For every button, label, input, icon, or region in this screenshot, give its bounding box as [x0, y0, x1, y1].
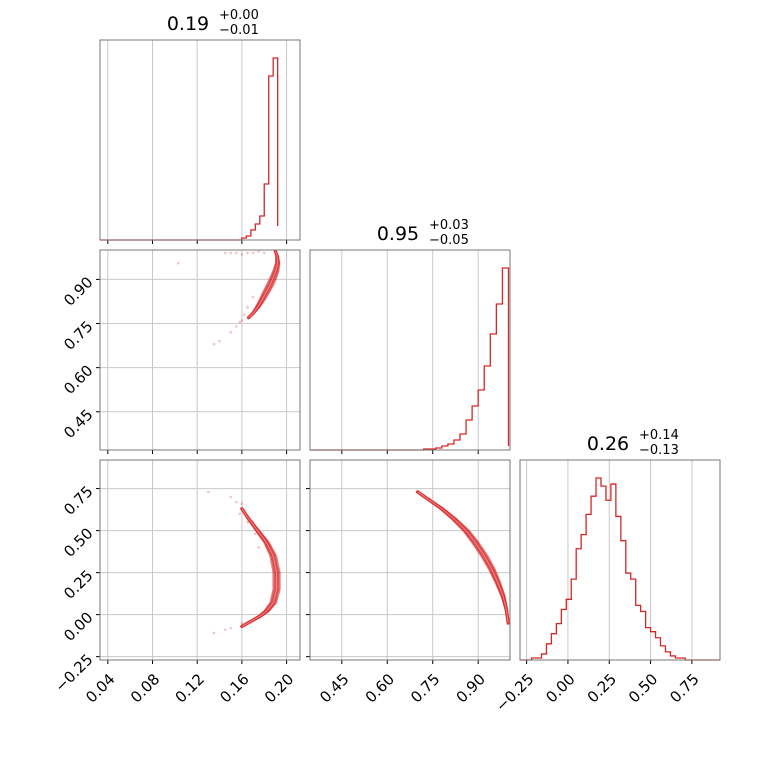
scatter-panel-2-1: 0.45 0.60 0.75 0.90	[306, 459, 511, 706]
title-minus-error: −0.05	[429, 233, 469, 248]
contour-line	[241, 508, 281, 628]
contour-inner-line	[241, 508, 278, 627]
scatter-point	[242, 313, 246, 317]
scatter-point	[246, 306, 249, 309]
scatter-point	[223, 628, 227, 632]
panel-background	[310, 250, 510, 450]
scatter-point	[229, 331, 233, 334]
histogram-step	[310, 267, 510, 451]
scatter-point	[257, 546, 260, 549]
y-tick-label: 0.90	[60, 273, 96, 309]
scatter-point	[229, 251, 233, 255]
scatter-point	[238, 320, 241, 324]
scatter-panel-2-0: −0.250.000.250.500.750.04 0.08 0.12 0.16 0.2…	[51, 459, 301, 706]
x-tick-label: 0.60	[362, 670, 398, 706]
y-tick-label: 0.50	[60, 524, 96, 560]
scatter-point	[262, 251, 266, 255]
scatter-point	[246, 251, 249, 255]
scatter-point	[251, 251, 255, 255]
y-tick-label: 0.60	[60, 361, 96, 397]
hist-panel-0: 0.19 +0.00−0.01	[99, 8, 301, 244]
scatter-point	[235, 500, 238, 504]
scatter-point	[176, 261, 180, 265]
scatter-point	[246, 520, 249, 524]
scatter-point	[240, 319, 244, 322]
scatter-point	[207, 490, 210, 494]
x-tick-label: 0.75	[407, 670, 443, 706]
panel-border	[309, 459, 511, 661]
histogram-step	[100, 57, 279, 241]
scatter-panel-1-0: 0.45 0.60 0.75 0.90	[60, 249, 301, 454]
title-minus-error: −0.01	[219, 23, 259, 38]
x-tick-label: −0.25	[492, 670, 537, 715]
scatter-point	[235, 325, 238, 328]
scatter-point	[212, 342, 216, 346]
panel-border	[99, 459, 301, 661]
scatter-point	[254, 532, 257, 536]
x-tick-label: 0.04	[82, 670, 118, 706]
scatter-point	[223, 251, 227, 255]
scatter-point	[257, 250, 260, 253]
contour-line	[247, 250, 281, 319]
hist-panel-2: −0.25 0.00 0.25 0.50 0.75 0.26 +0.14−0.13	[492, 428, 721, 715]
y-tick-label: 0.25	[60, 566, 96, 602]
x-tick-label: 0.12	[172, 670, 208, 706]
scatter-point	[235, 251, 238, 255]
x-tick-label: 0.45	[316, 670, 352, 706]
panel-background	[520, 460, 720, 660]
x-tick-label: 0.25	[584, 670, 620, 706]
scatter-point	[238, 512, 241, 516]
panel-title: 0.19	[167, 13, 209, 35]
scatter-point	[251, 295, 255, 299]
hist-panel-1: 0.95 +0.03−0.05	[309, 218, 511, 454]
scatter-point	[240, 621, 244, 625]
title-plus-error: +0.03	[429, 218, 469, 233]
panel-border	[519, 459, 721, 661]
panel-title: 0.95	[377, 223, 419, 245]
x-tick-label: 0.08	[127, 670, 163, 706]
panel-border	[99, 39, 301, 241]
scatter-point	[240, 253, 244, 256]
scatter-point	[240, 502, 244, 505]
title-plus-error: +0.00	[219, 8, 259, 23]
contour-line	[416, 491, 509, 624]
x-tick-label: 0.75	[666, 670, 702, 706]
panel-title: 0.26	[587, 433, 629, 455]
scatter-point	[229, 495, 233, 499]
x-tick-label: 0.20	[261, 670, 297, 706]
scatter-point	[218, 339, 221, 343]
scatter-point	[229, 626, 233, 630]
scatter-point	[212, 631, 216, 635]
histogram-step	[520, 477, 720, 661]
contour-inner-line	[417, 491, 509, 624]
y-tick-label: 0.75	[60, 317, 96, 353]
x-tick-label: 0.90	[453, 670, 489, 706]
y-tick-label: 0.45	[60, 406, 96, 442]
y-tick-label: 0.00	[60, 608, 96, 644]
x-tick-label: 0.16	[216, 670, 252, 706]
panel-border	[99, 249, 301, 451]
title-minus-error: −0.13	[639, 443, 679, 458]
panel-background	[310, 460, 510, 660]
contour-inner-line	[248, 251, 279, 319]
y-tick-label: 0.75	[60, 482, 96, 518]
panel-border	[309, 249, 511, 451]
x-tick-label: 0.00	[542, 670, 578, 706]
x-tick-label: 0.50	[625, 670, 661, 706]
panel-background	[100, 40, 300, 240]
panel-background	[100, 460, 300, 660]
title-plus-error: +0.14	[639, 428, 679, 443]
